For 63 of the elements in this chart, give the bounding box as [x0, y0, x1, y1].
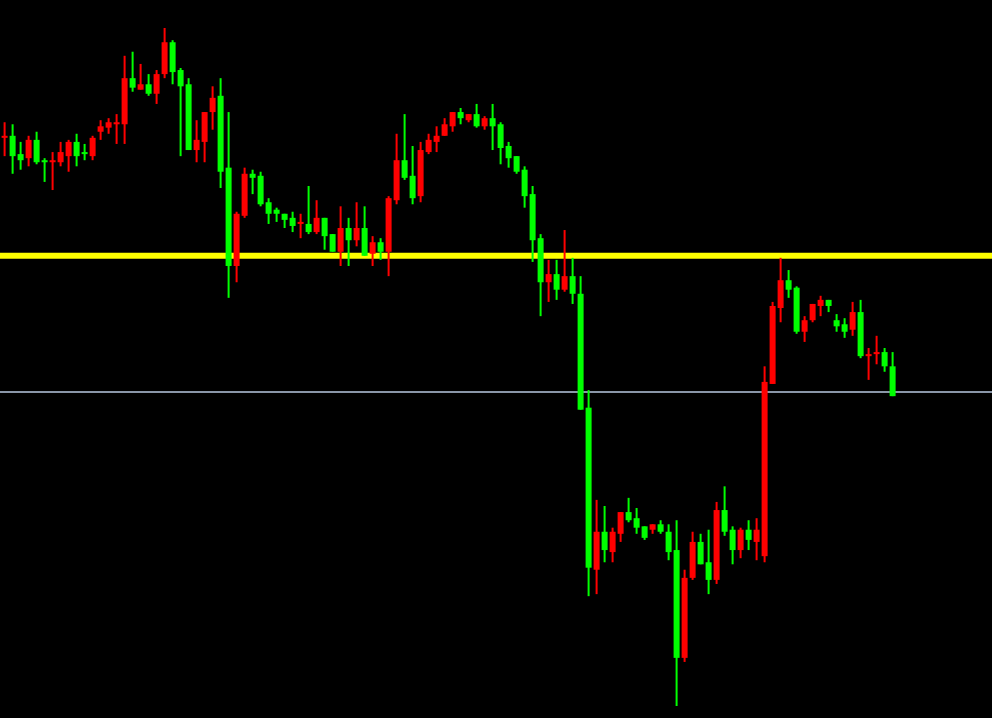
candlestick [801, 315, 808, 343]
candlestick [841, 317, 848, 339]
candlestick [745, 519, 752, 552]
candlestick [545, 258, 552, 303]
candlestick [849, 300, 856, 337]
candlestick [305, 184, 312, 236]
candlestick [49, 151, 56, 192]
candlestick [553, 258, 560, 301]
candlestick [793, 285, 800, 335]
candlestick [889, 351, 896, 398]
candlestick [289, 210, 296, 234]
candlestick [137, 62, 144, 91]
candlestick [145, 73, 152, 97]
candlestick [321, 216, 328, 251]
candlestick [593, 498, 600, 596]
candlestick [817, 294, 824, 318]
candlestick [689, 530, 696, 581]
candlestick [57, 140, 64, 168]
candlestick [353, 201, 360, 248]
candlestick [857, 298, 864, 360]
candlestick [881, 347, 888, 373]
candlestick [9, 123, 16, 175]
candlestick [737, 526, 744, 560]
candlestick [633, 507, 640, 535]
candlestick [313, 199, 320, 236]
candlestick [249, 168, 256, 196]
candlestick [153, 69, 160, 105]
candlestick [705, 528, 712, 596]
candlestick [449, 111, 456, 133]
candlestick [601, 504, 608, 564]
candlestick [345, 216, 352, 267]
candlestick [473, 102, 480, 129]
candlestick [569, 256, 576, 305]
candlestick [409, 144, 416, 206]
candlestick [297, 212, 304, 240]
candlestick [433, 125, 440, 154]
candlestick [25, 134, 32, 168]
candlestick [337, 205, 344, 267]
candlestick [209, 85, 216, 131]
candlestick [865, 347, 872, 381]
candlestick [873, 334, 880, 366]
candlestick [369, 235, 376, 267]
candlestick [73, 132, 80, 168]
candlestick [89, 134, 96, 162]
candlestick [625, 496, 632, 524]
candlestick [1, 121, 8, 158]
candlestick [65, 138, 72, 173]
candlestick [377, 237, 384, 261]
candlestick [121, 54, 128, 145]
candlestick [129, 50, 136, 93]
candlestick [193, 119, 200, 164]
candlestick [17, 140, 24, 171]
candlestick [201, 111, 208, 164]
candlestick [169, 39, 176, 86]
candlestick [161, 27, 168, 80]
candlestick [257, 170, 264, 208]
candlestick [361, 205, 368, 257]
candlestick [497, 121, 504, 166]
candlestick [417, 140, 424, 204]
candlestick [489, 102, 496, 152]
candlestick [561, 229, 568, 293]
candlestick [97, 119, 104, 141]
candlestick [33, 130, 40, 166]
